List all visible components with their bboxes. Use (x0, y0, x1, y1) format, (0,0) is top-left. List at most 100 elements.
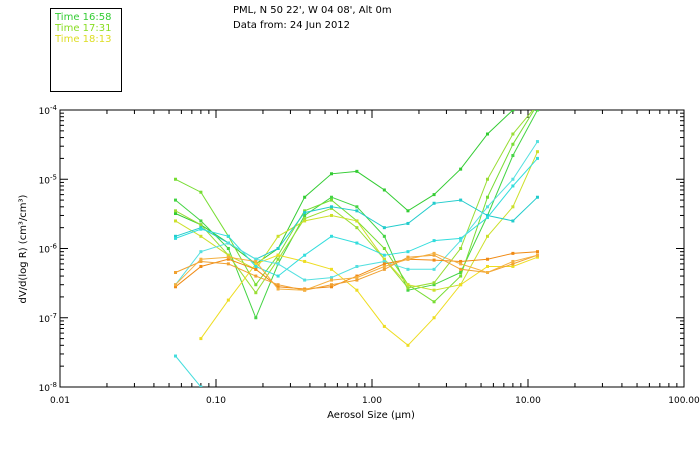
series-point (485, 264, 489, 268)
x-axis-title: Aerosol Size (µm) (327, 410, 415, 421)
series-point (406, 221, 410, 225)
series-point (485, 257, 489, 261)
series-point (432, 281, 436, 285)
series-point (355, 209, 359, 213)
series-point (303, 211, 307, 215)
series-point (459, 247, 463, 250)
series-point (173, 177, 177, 181)
series-point (276, 283, 280, 287)
series-point (511, 142, 515, 146)
series-point (173, 212, 177, 216)
series-point (303, 259, 307, 263)
series-point (173, 198, 177, 202)
series-point (355, 169, 359, 173)
series-point (226, 257, 230, 261)
series-point (511, 251, 515, 255)
y-axis-title: dV/d(log R) (cm³/cm³) (18, 194, 29, 303)
series-point (254, 274, 258, 278)
chart-location: PML, N 50 22', W 04 08', Alt 0m (233, 5, 392, 16)
series-point (382, 188, 386, 192)
series-point (173, 219, 177, 223)
series-point (459, 198, 463, 202)
x-tick-label: 100.00 (668, 396, 700, 406)
series-point (406, 255, 410, 259)
series-point (355, 278, 359, 282)
series-point (511, 177, 515, 181)
y-tick-label: 10-5 (39, 173, 57, 186)
series-point (303, 219, 307, 223)
series-point (535, 253, 539, 257)
series-point (329, 285, 333, 289)
legend-item-1: Time 16:58 (55, 12, 112, 23)
series-point (511, 110, 515, 112)
series-point (432, 267, 436, 271)
series-point (173, 236, 177, 240)
series-point (199, 226, 203, 230)
x-tick-label: 0.01 (50, 396, 70, 406)
series-point (276, 262, 280, 266)
series-line-6 (200, 254, 538, 346)
legend-item-3: Time 18:13 (55, 34, 112, 45)
series-point (485, 195, 489, 199)
series-point (406, 288, 410, 292)
series-point (303, 253, 307, 257)
series-point (382, 324, 386, 328)
legend-item-2: Time 17:31 (55, 23, 112, 34)
series-point (382, 264, 386, 268)
series-point (254, 257, 258, 261)
series-point (535, 195, 539, 199)
series-point (432, 258, 436, 262)
series-point (276, 274, 280, 278)
series-point (254, 316, 258, 320)
series-point (355, 219, 359, 223)
series-point (459, 259, 463, 263)
series-point (226, 262, 230, 266)
series-point (382, 234, 386, 238)
legend-box: Time 16:58 Time 17:31 Time 18:13 (50, 8, 122, 92)
series-point (303, 209, 307, 213)
series-point (303, 213, 307, 217)
series-point (199, 250, 203, 254)
series-point (173, 271, 177, 275)
series-point (226, 255, 230, 259)
series-point (173, 285, 177, 289)
series-point (173, 354, 177, 358)
series-point (485, 271, 489, 275)
series-point (173, 209, 177, 213)
series-point (511, 132, 515, 136)
series-point (382, 257, 386, 261)
series-point (459, 274, 463, 278)
series-point (199, 223, 203, 227)
series-point (535, 255, 539, 259)
series-point (432, 300, 436, 304)
series-point (199, 219, 203, 223)
series-point (382, 247, 386, 250)
series-point (355, 264, 359, 268)
series-point (254, 262, 258, 266)
series-point (355, 288, 359, 292)
series-point (199, 259, 203, 263)
series-point (276, 247, 280, 250)
series-point (276, 285, 280, 289)
series-point (459, 236, 463, 240)
series-point (511, 264, 515, 268)
series-point (329, 195, 333, 199)
series-point (485, 177, 489, 181)
series-point (329, 206, 333, 210)
series-point (226, 234, 230, 238)
series-point (199, 385, 203, 387)
series-point (382, 259, 386, 263)
series-point (329, 276, 333, 280)
series-point (303, 278, 307, 282)
series-point (511, 259, 515, 263)
series-point (276, 253, 280, 257)
series-point (199, 227, 203, 231)
series-line-1 (175, 110, 516, 265)
series-point (254, 264, 258, 268)
series-point (303, 217, 307, 221)
series-line-2 (175, 110, 538, 320)
series-point (355, 241, 359, 245)
series-point (432, 316, 436, 320)
series-point (276, 257, 280, 261)
series-point (355, 276, 359, 280)
